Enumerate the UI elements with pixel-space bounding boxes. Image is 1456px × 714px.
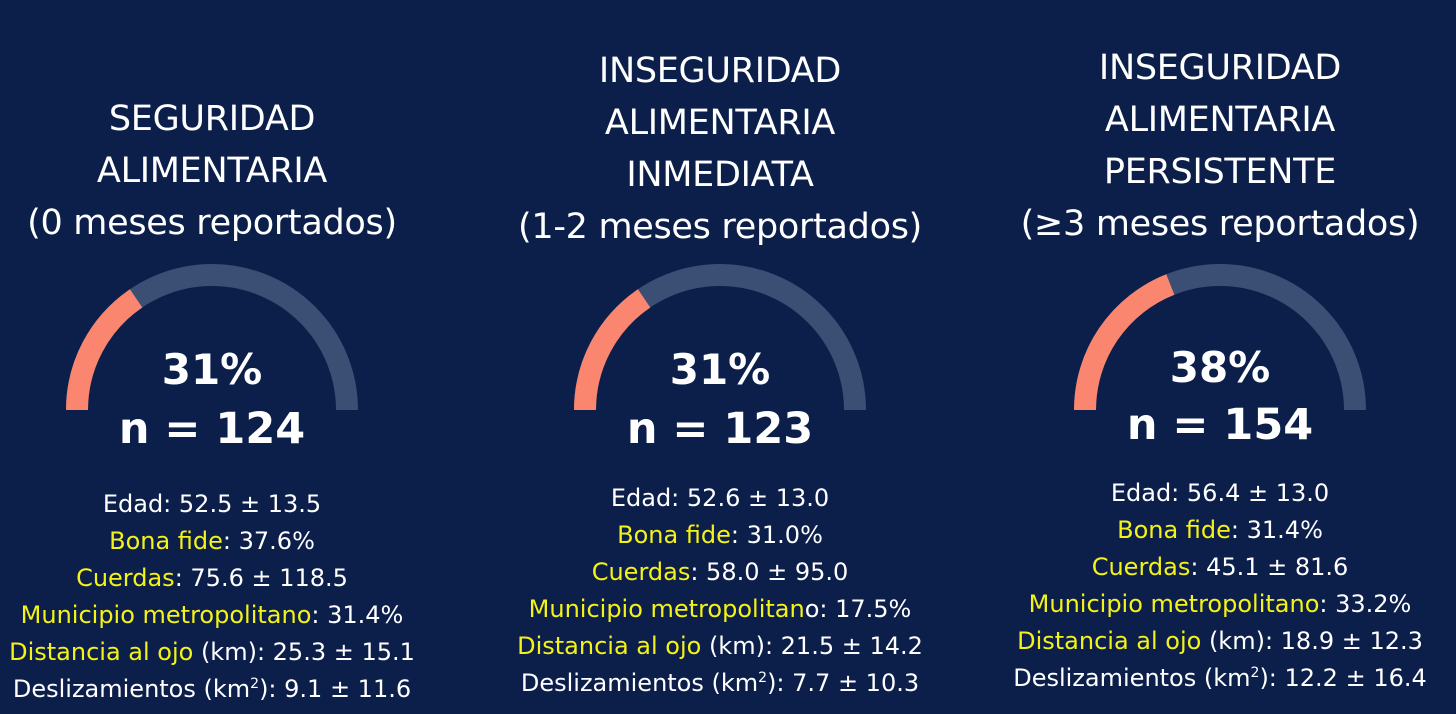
stat-value: : 37.6% [222,527,315,555]
stat-value: (km): 18.9 ± 12.3 [1201,627,1423,655]
stat-edad: Edad: 52.6 ± 13.0 [470,480,970,517]
stat-cuerdas: Cuerdas: 45.1 ± 81.6 [970,549,1456,586]
stat-label: Deslizamientos (km [520,669,759,697]
stat-municipio: Municipio metropolitano: 31.4% [0,597,462,634]
panel-inseguridad-persistente: INSEGURIDAD ALIMENTARIA PERSISTENTE (≥3 … [970,0,1456,714]
stat-value: : 75.6 ± 118.5 [174,564,348,592]
stats-list: Edad: 52.6 ± 13.0 Bona fide: 31.0% Cuerd… [470,480,970,702]
panel-title: INSEGURIDAD ALIMENTARIA INMEDIATA (1-2 m… [470,45,970,253]
stat-value: : 31.4% [1230,516,1323,544]
stat-bona-fide: Bona fide: 37.6% [0,523,462,560]
stat-label: Distancia al ojo [1017,627,1202,655]
stat-bona-fide: Bona fide: 31.0% [470,517,970,554]
title-line: ALIMENTARIA [1104,100,1336,140]
panel-seguridad: SEGURIDAD ALIMENTARIA (0 meses reportado… [0,0,462,714]
sample-size: n = 123 [626,404,814,454]
stat-deslizamientos: Deslizamientos (km2): 7.7 ± 10.3 [470,665,970,702]
stat-sup: 2 [1250,665,1260,681]
stat-value: 56.4 ± 13.0 [1179,479,1330,507]
stat-value: : 31.0% [730,521,823,549]
stat-label: Bona fide [617,521,731,549]
stat-label: Cuerdas [591,558,691,586]
title-line: (0 meses reportados) [27,203,397,243]
stat-value: : 33.2% [1319,590,1412,618]
percent-value: 38% [1169,343,1271,392]
sample-size: n = 154 [1126,400,1314,450]
gauge-fill [574,289,651,411]
stat-distancia: Distancia al ojo (km): 21.5 ± 14.2 [470,628,970,665]
stat-label: Distancia al ojo [517,632,702,660]
title-line: INSEGURIDAD [598,51,842,91]
title-line: INMEDIATA [626,155,814,195]
stat-label: Municipio metropolitan [528,595,805,623]
title-line: PERSISTENTE [1103,152,1337,192]
stat-label: Bona fide [1117,516,1231,544]
stat-value: ): 12.2 ± 16.4 [1259,664,1427,692]
stat-cuerdas: Cuerdas: 58.0 ± 95.0 [470,554,970,591]
stat-label: Deslizamientos (km [1013,664,1251,692]
stat-edad: Edad: 52.5 ± 13.5 [0,486,462,523]
stats-list: Edad: 56.4 ± 13.0 Bona fide: 31.4% Cuerd… [970,475,1456,697]
gauge-fill [66,289,143,411]
title-line: ALIMENTARIA [604,103,836,143]
panel-title: INSEGURIDAD ALIMENTARIA PERSISTENTE (≥3 … [970,42,1456,250]
stat-label: Distancia al ojo [9,638,194,666]
stat-value: (km): 21.5 ± 14.2 [701,632,923,660]
gauge [66,264,358,411]
stat-distancia: Distancia al ojo (km): 18.9 ± 12.3 [970,623,1456,660]
title-line: ALIMENTARIA [96,151,328,191]
stat-bona-fide: Bona fide: 31.4% [970,512,1456,549]
percent-value: 31% [161,345,263,394]
stats-list: Edad: 52.5 ± 13.5 Bona fide: 37.6% Cuerd… [0,486,462,708]
stat-label: Municipio metropolitano [20,601,312,629]
stat-sup: 2 [758,670,768,686]
stat-value: ): 9.1 ± 11.6 [259,675,412,703]
stat-label: Municipio metropolitano [1028,590,1320,618]
stat-distancia: Distancia al ojo (km): 25.3 ± 15.1 [0,634,462,671]
stat-label: Edad: [102,490,172,518]
stat-value: (km): 25.3 ± 15.1 [193,638,415,666]
percent-value: 31% [669,345,771,394]
stat-label: Edad: [610,484,680,512]
gauge [574,264,866,411]
title-line: (≥3 meses reportados) [1020,204,1420,244]
gauge [1074,264,1366,411]
title-line: (1-2 meses reportados) [518,207,922,247]
stat-label: Deslizamientos (km [12,675,251,703]
stat-edad: Edad: 56.4 ± 13.0 [970,475,1456,512]
title-line: SEGURIDAD [108,99,316,139]
title-line: INSEGURIDAD [1098,48,1342,88]
sample-size: n = 124 [118,404,306,454]
gauge-fill [1074,274,1175,411]
panel-inseguridad-inmediata: INSEGURIDAD ALIMENTARIA INMEDIATA (1-2 m… [470,0,970,714]
stat-label: Bona fide [109,527,223,555]
panel-title: SEGURIDAD ALIMENTARIA (0 meses reportado… [0,93,462,249]
stat-value: : 31.4% [311,601,404,629]
stat-cuerdas: Cuerdas: 75.6 ± 118.5 [0,560,462,597]
stat-value: : 58.0 ± 95.0 [690,558,849,586]
stat-value: 52.5 ± 13.5 [171,490,322,518]
stat-label: Edad: [1110,479,1180,507]
stat-deslizamientos: Deslizamientos (km2): 12.2 ± 16.4 [970,660,1456,697]
stat-value: : 45.1 ± 81.6 [1190,553,1349,581]
stat-municipio: Municipio metropolitano: 17.5% [470,591,970,628]
stat-label: Cuerdas [1091,553,1191,581]
stat-label: Cuerdas [76,564,175,592]
stat-municipio: Municipio metropolitano: 33.2% [970,586,1456,623]
stat-value: 52.6 ± 13.0 [679,484,830,512]
stat-deslizamientos: Deslizamientos (km2): 9.1 ± 11.6 [0,671,462,708]
stat-value: o: 17.5% [804,595,912,623]
stat-sup: 2 [250,676,260,692]
stat-value: ): 7.7 ± 10.3 [767,669,920,697]
